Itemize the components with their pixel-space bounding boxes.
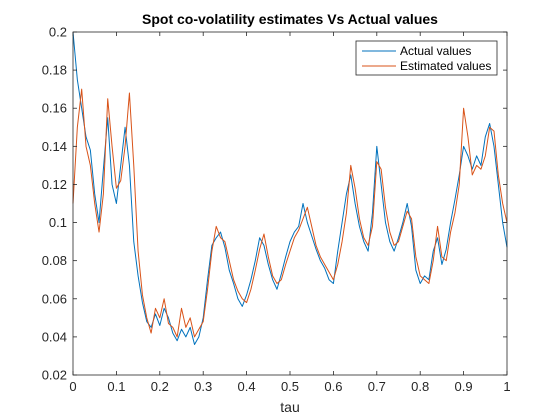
x-tick-label: 0.5 <box>281 379 299 394</box>
x-tick-label: 0.1 <box>107 379 125 394</box>
plot-area <box>73 32 507 375</box>
chart-title: Spot co-volatility estimates Vs Actual v… <box>142 11 438 27</box>
x-tick-label: 0.3 <box>194 379 212 394</box>
legend-label-2: Estimated values <box>400 59 491 73</box>
legend-box <box>355 40 498 76</box>
y-tick-label: 0.18 <box>42 63 67 78</box>
x-tick-label: 0 <box>69 379 76 394</box>
x-axis-label: tau <box>280 399 299 415</box>
y-tick-label: 0.08 <box>42 253 67 268</box>
x-tick-label: 0.8 <box>411 379 429 394</box>
x-tick-label: 0.2 <box>151 379 169 394</box>
y-tick-label: 0.2 <box>49 25 67 40</box>
y-tick-label: 0.1 <box>49 215 67 230</box>
y-tick-label: 0.12 <box>42 177 67 192</box>
y-tick-label: 0.04 <box>42 329 67 344</box>
y-tick-label: 0.14 <box>42 139 67 154</box>
x-tick-label: 1 <box>503 379 510 394</box>
y-tick-label: 0.06 <box>42 291 67 306</box>
x-tick-label: 0.7 <box>368 379 386 394</box>
x-tick-label: 0.6 <box>324 379 342 394</box>
y-tick-label: 0.16 <box>42 101 67 116</box>
y-tick-label: 0.02 <box>42 368 67 383</box>
legend-label-1: Actual values <box>400 44 471 58</box>
x-tick-label: 0.9 <box>455 379 473 394</box>
series-line-2 <box>72 88 508 338</box>
x-tick-label: 0.4 <box>238 379 256 394</box>
